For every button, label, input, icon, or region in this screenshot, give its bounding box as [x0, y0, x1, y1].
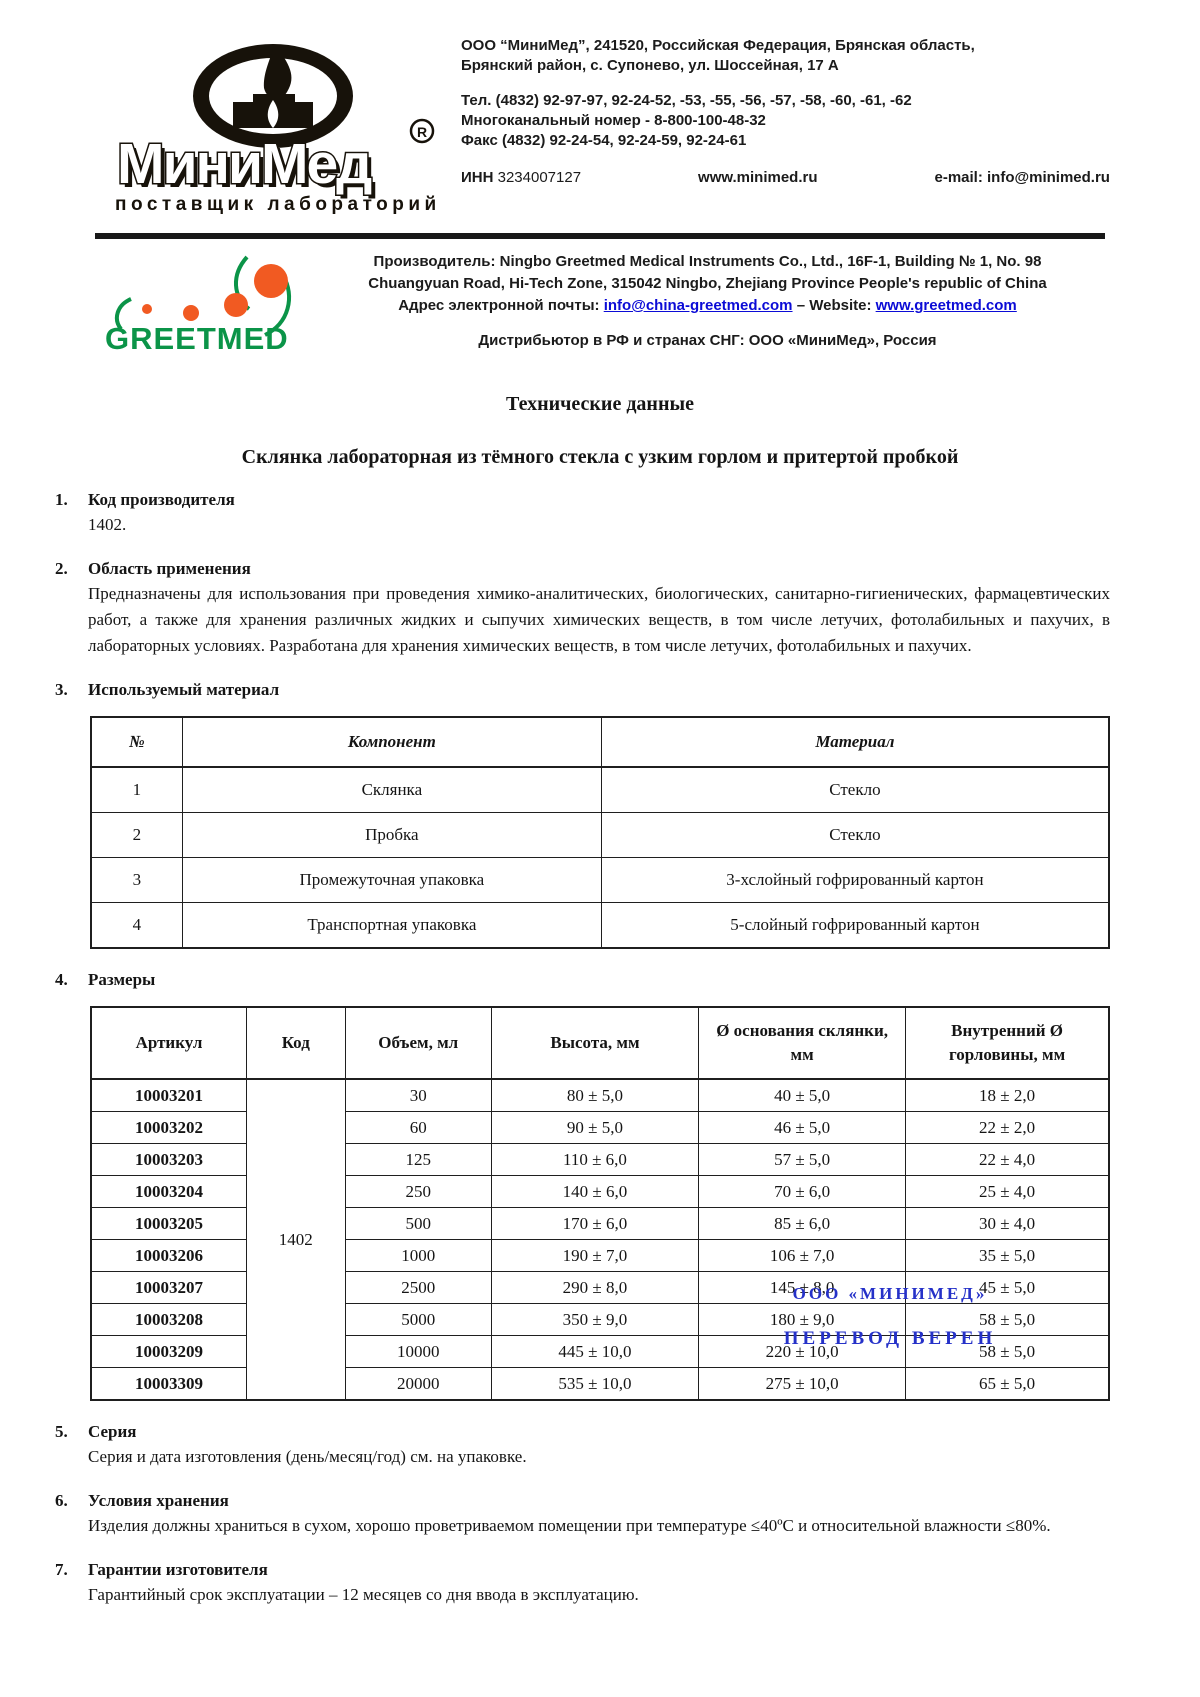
fax-line: Факс (4832) 92-24-54, 92-24-59, 92-24-61: [461, 132, 747, 149]
mfr-email-prefix: Адрес электронной почты:: [398, 297, 604, 314]
table-row: 10003204 250 140 ± 6,0 70 ± 6,0 25 ± 4,0: [90, 1175, 1110, 1208]
section-number: 5.: [55, 1422, 68, 1441]
distributor-line: Дистрибьютор в РФ и странах СНГ: ООО «Ми…: [478, 332, 937, 349]
code-cell: 1402: [245, 1078, 346, 1401]
table-row: 2 Пробка Стекло: [90, 812, 1110, 858]
section-application: 2. Область применения Предназначены для …: [55, 557, 1110, 659]
table-row: 1 Склянка Стекло: [90, 766, 1110, 813]
materials-header-num: №: [90, 716, 183, 768]
table-row: 4 Транспортная упаковка 5-слойный гофриров…: [90, 902, 1110, 949]
minimed-logo-icon: МиниМед МиниМед R поставщик лабораторий: [115, 44, 441, 215]
section-number: 1.: [55, 490, 68, 509]
section-series: 5. Серия Серия и дата изготовления (день…: [55, 1420, 1110, 1470]
stamp-translation-line: ПЕРЕВОД ВЕРЕН: [783, 1328, 997, 1349]
table-row: 10003202 60 90 ± 5,0 46 ± 5,0 22 ± 2,0: [90, 1111, 1110, 1144]
section-heading: Код производителя: [88, 490, 235, 509]
warranty-text: Гарантийный срок эксплуатации – 12 месяц…: [88, 1585, 639, 1604]
dims-header-volume: Объем, мл: [344, 1006, 492, 1080]
dimensions-table-body: 10003201 1402 30 80 ± 5,0 40 ± 5,0 18 ± 2,0 10…: [90, 1078, 1110, 1401]
dims-header-height: Высота, мм: [490, 1006, 700, 1080]
logo-tagline: поставщик лабораторий: [115, 194, 441, 214]
materials-header-component: Компонент: [181, 716, 602, 768]
section-storage: 6. Условия хранения Изделия должны храни…: [55, 1489, 1110, 1539]
company-email[interactable]: e-mail: info@minimed.ru: [934, 169, 1110, 186]
materials-table: № Компонент Материал 1 Склянка Стекло 2 Проб…: [90, 716, 1110, 949]
table-row: 10003209 10000 445 ± 10,0 220 ± 10,0 58 ± 5,…: [90, 1335, 1110, 1368]
series-text: Серия и дата изготовления (день/месяц/го…: [88, 1447, 527, 1466]
minimed-logo: МиниМед МиниМед R поставщик лабораторий: [95, 36, 447, 219]
section-heading: Серия: [88, 1422, 137, 1441]
header-divider: [95, 233, 1105, 239]
section-warranty: 7. Гарантии изготовителя Гарантийный сро…: [55, 1558, 1110, 1608]
section-dimensions: 4. Размеры Артикул Код Объем, мл Высота,…: [55, 968, 1110, 1401]
greetmed-logo-icon: GREETMED: [105, 255, 291, 356]
dims-header-code: Код: [245, 1006, 346, 1080]
mfr-website-link[interactable]: www.greetmed.com: [875, 297, 1017, 314]
inn-value: 3234007127: [497, 169, 582, 186]
section-number: 6.: [55, 1491, 68, 1510]
greetmed-logo: GREETMED: [95, 251, 310, 361]
mfr-email-link[interactable]: info@china-greetmed.com: [603, 297, 793, 314]
table-row: 10003203 125 110 ± 6,0 57 ± 5,0 22 ± 4,0: [90, 1143, 1110, 1176]
address-line2: Брянский район, с. Супонево, ул. Шоссейн…: [461, 57, 839, 74]
phone-line2: Многоканальный номер - 8-800-100-48-32: [461, 112, 766, 129]
application-text: Предназначены для использования при пров…: [88, 584, 1110, 655]
table-row: 3 Промежуточная упаковка 3-хслойный гофрир…: [90, 857, 1110, 903]
table-row: 10003208 5000 350 ± 9,0 180 ± 9,0 58 ± 5,0: [90, 1303, 1110, 1336]
company-website[interactable]: www.minimed.ru: [698, 169, 818, 186]
document-title: Технические данные: [506, 393, 694, 415]
storage-text: Изделия должны храниться в сухом, хорошо…: [88, 1516, 1051, 1535]
dimensions-table: Артикул Код Объем, мл Высота, мм Ø основ…: [90, 1006, 1110, 1401]
dims-header-article: Артикул: [90, 1006, 247, 1080]
table-row: 10003206 1000 190 ± 7,0 106 ± 7,0 35 ± 5,0: [90, 1239, 1110, 1272]
manufacturer-links: Адрес электронной почты: info@china-gree…: [310, 295, 1105, 317]
table-row: 10003309 20000 535 ± 10,0 275 ± 10,0 65 ± 5,…: [90, 1367, 1110, 1401]
inn: ИНН 3234007127: [461, 168, 581, 188]
brand-shadow: МиниМед: [121, 136, 376, 200]
company-contacts: ООО “МиниМед”, 241520, Российская Федера…: [461, 36, 1110, 188]
materials-header-material: Материал: [600, 716, 1110, 768]
stamp-company-line: ООО «МИНИМЕД»: [792, 1284, 988, 1303]
manufacturer-info: Производитель: Ningbo Greetmed Medical I…: [310, 251, 1105, 352]
inn-label: ИНН: [461, 169, 494, 186]
product-title: Склянка лабораторная из тёмного стекла с…: [241, 446, 959, 468]
section-heading: Размеры: [88, 970, 156, 989]
manufacturer-line1: Производитель: Ningbo Greetmed Medical I…: [373, 253, 1042, 270]
manufacturer-code-value: 1402.: [88, 515, 127, 534]
table-row: 10003201 1402 30 80 ± 5,0 40 ± 5,0 18 ± 2,0: [90, 1078, 1110, 1401]
mfr-link-separator: –: [792, 297, 810, 314]
sections: 1. Код производителя 1402. 2. Область пр…: [0, 488, 1200, 1608]
manufacturer-block: GREETMED Производитель: Ningbo Greetmed …: [0, 239, 1200, 361]
section-number: 3.: [55, 680, 68, 699]
section-number: 4.: [55, 970, 68, 989]
phone-line1: Тел. (4832) 92-97-97, 92-24-52, -53, -55…: [461, 92, 912, 109]
dims-header-neck-diameter: Внутренний Ø горловины, мм: [905, 1006, 1110, 1080]
section-heading: Область применения: [88, 559, 251, 578]
section-number: 7.: [55, 1560, 68, 1579]
manufacturer-line2: Chuangyuan Road, Hi-Tech Zone, 315042 Ni…: [368, 275, 1047, 292]
mfr-website-prefix: Website:: [809, 297, 876, 314]
greetmed-logo-text: GREETMED: [105, 321, 289, 356]
section-number: 2.: [55, 559, 68, 578]
header: МиниМед МиниМед R поставщик лабораторий …: [0, 0, 1200, 219]
address-line1: ООО “МиниМед”, 241520, Российская Федера…: [461, 37, 975, 54]
section-heading: Используемый материал: [88, 680, 280, 699]
registered-mark-icon: R: [417, 124, 427, 140]
section-materials: 3. Используемый материал № Компонент Мат…: [55, 678, 1110, 949]
section-heading: Гарантии изготовителя: [88, 1560, 268, 1579]
translation-stamp: ООО «МИНИМЕД» ПЕРЕВОД ВЕРЕН: [765, 1284, 1015, 1350]
section-manufacturer-code: 1. Код производителя 1402.: [55, 488, 1110, 538]
section-heading: Условия хранения: [88, 1491, 229, 1510]
table-row: 10003205 500 170 ± 6,0 85 ± 6,0 30 ± 4,0: [90, 1207, 1110, 1240]
dims-header-base-diameter: Ø основания склянки, мм: [698, 1006, 907, 1080]
materials-table-body: 1 Склянка Стекло 2 Пробка Стекло 3 Промежуточна…: [90, 766, 1110, 949]
brand-text: МиниМед: [117, 132, 372, 196]
